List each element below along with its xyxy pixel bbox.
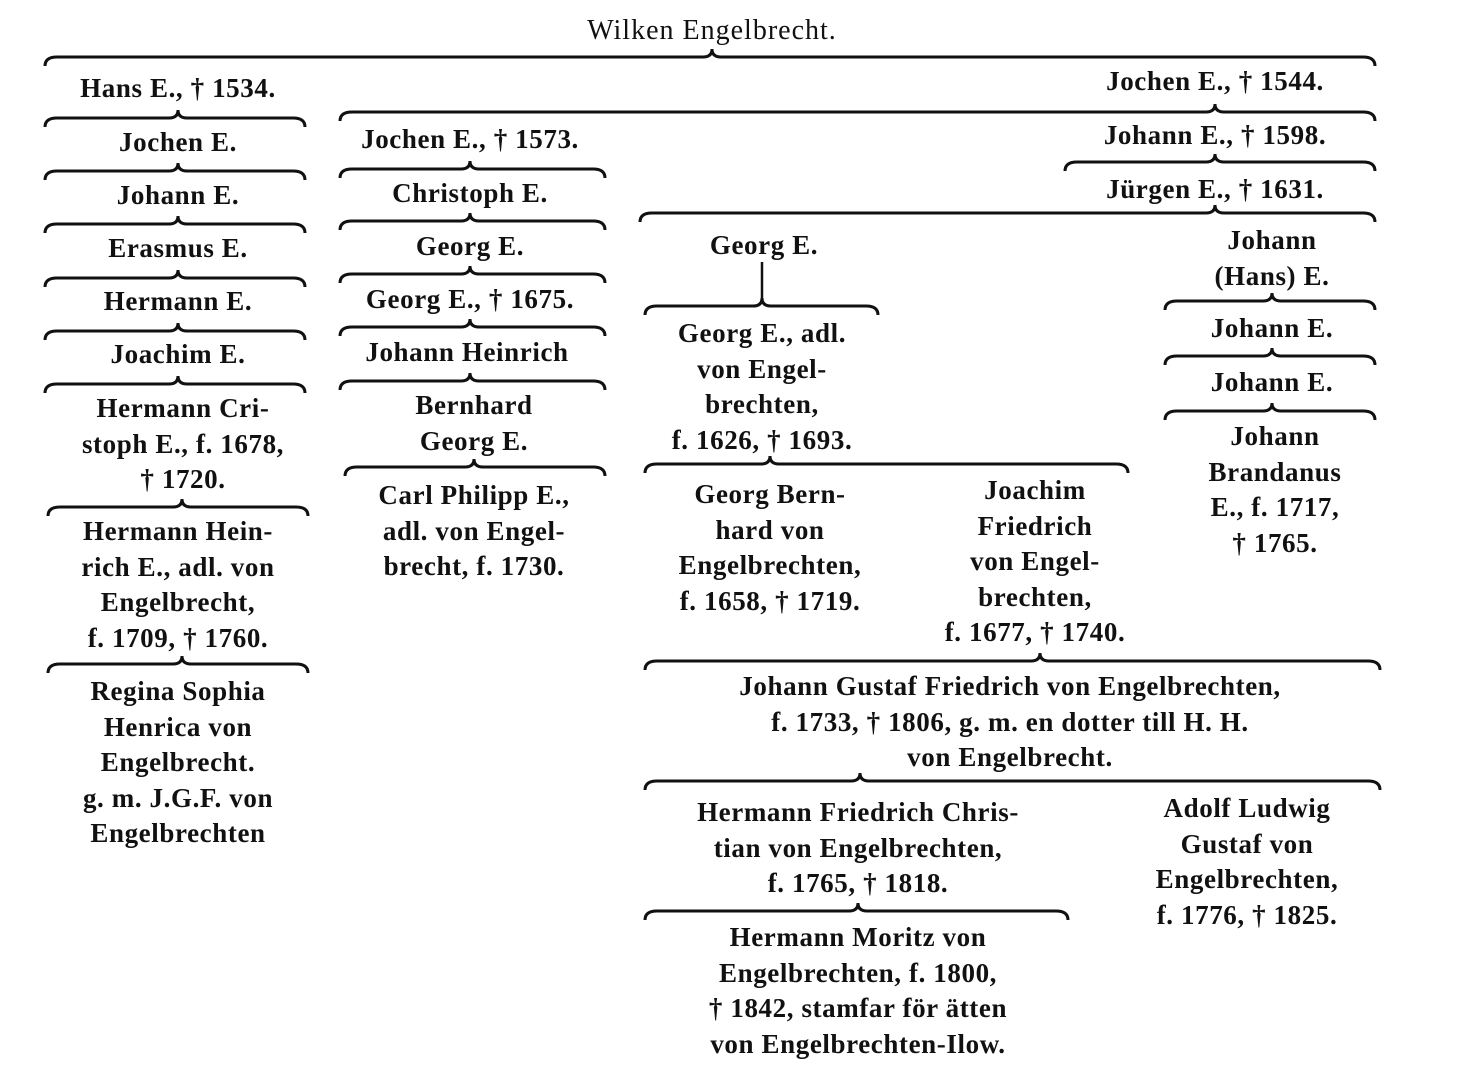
person-hermann-moritz: Hermann Moritz von Engelbrechten, f. 180…: [708, 922, 1008, 1059]
person-johann-brandanus: Johann Brandanus E., f. 1717, † 1765.: [1208, 421, 1342, 558]
brace-connector: [338, 265, 607, 284]
person-adolf-ludwig: Adolf Ludwig Gustaf von Engelbrechten, f…: [1155, 793, 1339, 930]
person-jurgen: Jürgen E., † 1631.: [1106, 174, 1324, 204]
person-georg-1675: Georg E., † 1675.: [365, 284, 575, 314]
brace-connector: [43, 269, 307, 288]
brace-connector: [643, 772, 1382, 791]
brace-connector: [43, 215, 307, 234]
person-carl-philipp: Carl Philipp E., adl. von Engel- brecht,…: [378, 480, 570, 581]
person-hans: Hans E., † 1534.: [80, 73, 276, 103]
person-hermann-cristoph: Hermann Cri- stoph E., f. 1678, † 1720.: [81, 393, 285, 494]
root-ancestor: Wilken Engelbrecht.: [587, 15, 837, 46]
brace-connector: [338, 212, 607, 231]
person-erasmus: Erasmus E.: [108, 233, 248, 263]
brace-connector: [343, 458, 607, 477]
brace-connector: [43, 322, 307, 341]
person-georg-adl: Georg E., adl. von Engel- brechten, f. 1…: [671, 318, 853, 455]
person-joachim-friedrich: Joachim Friedrich von Engel- brechten, f…: [944, 475, 1126, 647]
person-johann-gustaf: Johann Gustaf Friedrich von Engelbrechte…: [739, 671, 1281, 772]
person-regina-sophia: Regina Sophia Henrica von Engelbrecht. g…: [82, 676, 274, 848]
person-johann-1598: Johann E., † 1598.: [1103, 120, 1327, 150]
person-johann-c: Johann E.: [1210, 313, 1334, 343]
person-christoph: Christoph E.: [392, 178, 548, 208]
person-joachim: Joachim E.: [110, 339, 246, 369]
person-johann: Johann E.: [116, 180, 240, 210]
brace-connector: [643, 902, 1070, 921]
person-jochen: Jochen E.: [119, 127, 237, 157]
brace-connector: [643, 297, 880, 316]
brace-connector: [43, 375, 307, 394]
person-georg: Georg E.: [415, 231, 525, 261]
brace-connector: [1163, 347, 1377, 366]
brace-connector: [338, 103, 1377, 122]
person-johann-heinrich: Johann Heinrich: [365, 337, 569, 367]
brace-connector: [43, 109, 307, 128]
person-bernhard-georg: Bernhard Georg E.: [415, 390, 533, 456]
person-georg-bernhard: Georg Bern- hard von Engelbrechten, f. 1…: [678, 479, 862, 616]
person-johann-d: Johann E.: [1210, 367, 1334, 397]
brace-connector: [643, 652, 1382, 671]
person-hermann-heinrich: Hermann Hein- rich E., adl. von Engelbre…: [81, 516, 275, 653]
person-jochen-1544: Jochen E., † 1544.: [1106, 66, 1324, 96]
person-johann-hans: Johann (Hans) E.: [1214, 225, 1330, 291]
brace-connector: [638, 204, 1377, 223]
brace-connector: [643, 455, 1130, 474]
brace-connector: [338, 372, 607, 391]
brace-connector: [1163, 292, 1377, 311]
brace-connector: [46, 498, 310, 517]
brace-connector: [1163, 402, 1377, 421]
brace-connector: [338, 160, 607, 179]
brace-connector: [46, 655, 310, 674]
person-hermann: Hermann E.: [103, 286, 253, 316]
person-georg-c: Georg E.: [709, 230, 819, 260]
brace-connector: [1063, 153, 1377, 172]
brace-connector: [43, 162, 307, 181]
person-jochen-1573: Jochen E., † 1573.: [361, 124, 579, 154]
person-hermann-friedrich: Hermann Friedrich Chris- tian von Engelb…: [697, 797, 1019, 898]
brace-connector: [43, 48, 1377, 67]
brace-connector: [338, 318, 607, 337]
